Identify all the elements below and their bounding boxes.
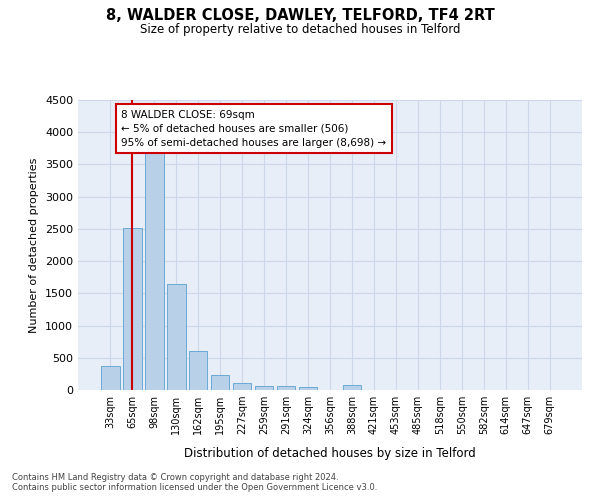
Bar — [343, 385, 361, 390]
Bar — [101, 366, 119, 390]
Bar — [145, 150, 164, 390]
Bar — [299, 387, 317, 390]
Text: 8, WALDER CLOSE, DAWLEY, TELFORD, TF4 2RT: 8, WALDER CLOSE, DAWLEY, TELFORD, TF4 2R… — [106, 8, 494, 22]
Bar — [233, 383, 251, 390]
Bar — [255, 386, 274, 390]
Text: Size of property relative to detached houses in Telford: Size of property relative to detached ho… — [140, 22, 460, 36]
Bar — [277, 386, 295, 390]
Text: Distribution of detached houses by size in Telford: Distribution of detached houses by size … — [184, 448, 476, 460]
Text: Contains public sector information licensed under the Open Government Licence v3: Contains public sector information licen… — [12, 482, 377, 492]
Text: Contains HM Land Registry data © Crown copyright and database right 2024.: Contains HM Land Registry data © Crown c… — [12, 472, 338, 482]
Bar — [167, 284, 185, 390]
Bar — [123, 228, 142, 390]
Bar — [189, 352, 208, 390]
Y-axis label: Number of detached properties: Number of detached properties — [29, 158, 40, 332]
Bar — [211, 374, 229, 390]
Text: 8 WALDER CLOSE: 69sqm
← 5% of detached houses are smaller (506)
95% of semi-deta: 8 WALDER CLOSE: 69sqm ← 5% of detached h… — [121, 110, 386, 148]
